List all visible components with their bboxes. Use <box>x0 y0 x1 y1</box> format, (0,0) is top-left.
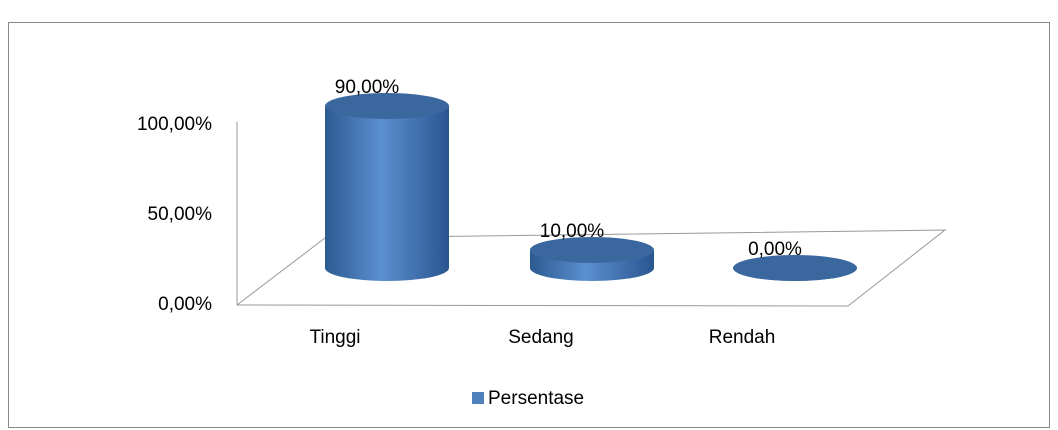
cylinder-top <box>733 255 857 281</box>
data-label: 0,00% <box>748 239 802 260</box>
x-tick-label: Tinggi <box>309 327 360 348</box>
legend-label: Persentase <box>488 388 584 409</box>
cylinder-top <box>530 237 654 263</box>
legend-swatch <box>472 392 484 404</box>
floor <box>236 122 947 307</box>
cylinder-top <box>325 93 449 119</box>
cylinder-body <box>325 106 449 281</box>
x-tick-label: Sedang <box>508 327 574 348</box>
y-tick-label: 0,00% <box>158 294 212 315</box>
y-tick-label: 50,00% <box>148 204 213 225</box>
y-tick-label: 100,00% <box>137 114 212 135</box>
floor-outline <box>236 229 947 307</box>
x-tick-label: Rendah <box>709 327 776 348</box>
data-label: 10,00% <box>540 221 605 242</box>
chart-border <box>8 22 1050 428</box>
data-label: 90,00% <box>335 77 400 98</box>
